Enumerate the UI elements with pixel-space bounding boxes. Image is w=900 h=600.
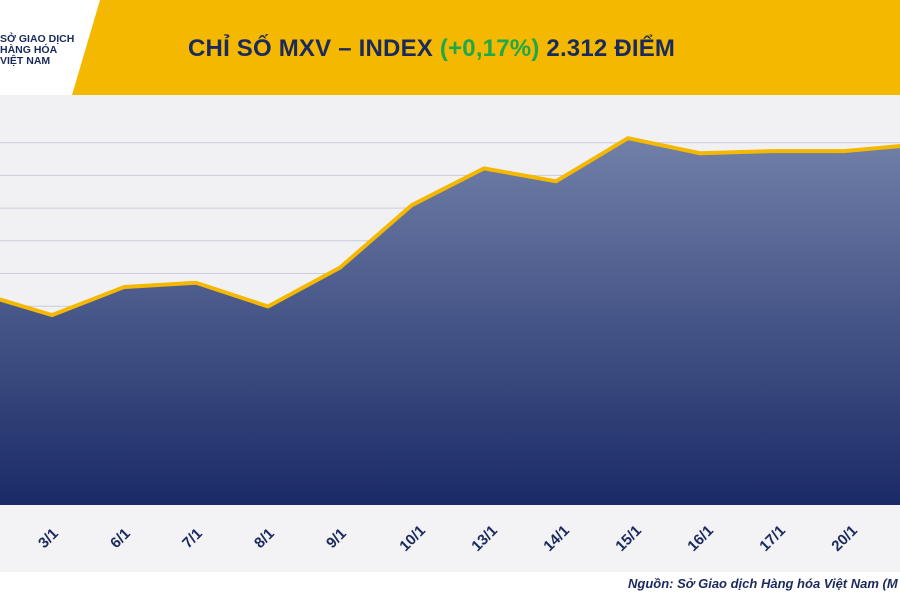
series-area [0, 138, 900, 505]
logo-line-1: SỞ GIAO DỊCH [0, 33, 75, 45]
title-change: (+0,17%) [439, 35, 540, 62]
logo-line-2: HÀNG HÓA [0, 44, 58, 56]
title-value: 2.312 ĐIỂM [546, 35, 676, 62]
x-axis-band [0, 505, 900, 572]
series-line [0, 136, 900, 318]
source-note: Nguồn: Sở Giao dịch Hàng hóa Việt Nam (M [628, 576, 898, 591]
title-main: CHỈ SỐ MXV – INDEX [188, 35, 433, 62]
mxv-index-chart [0, 136, 900, 505]
header-bar [0, 0, 900, 95]
logo: SỞ GIAO DỊCH HÀNG HÓA VIỆT NAM [0, 33, 75, 67]
chart-title: CHỈ SỐ MXV – INDEX (+0,17%) 2.312 ĐIỂM [188, 35, 675, 63]
logo-line-3: VIỆT NAM [0, 55, 51, 67]
